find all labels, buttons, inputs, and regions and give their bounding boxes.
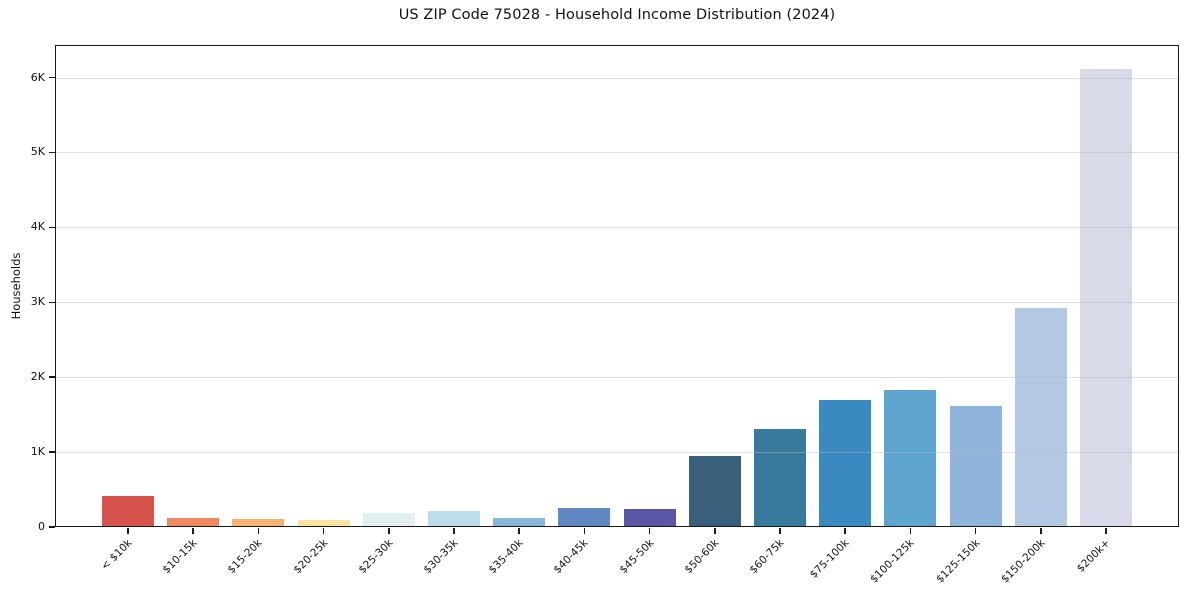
- gridline-4000: [55, 227, 1179, 229]
- y-axis-label: Households: [9, 252, 23, 320]
- y-tick-3K: [48, 301, 55, 304]
- x-tick-$100-125k: [909, 528, 912, 534]
- bar-$35-40k: [493, 518, 546, 527]
- x-tick-$15-20k: [257, 528, 260, 534]
- x-tick-$60-75k: [779, 528, 781, 534]
- bar-$20-25k: [297, 519, 350, 527]
- gridline-5000: [55, 152, 1179, 154]
- gridline-2000: [55, 377, 1179, 379]
- y-tick-label-1K: 1K: [30, 445, 45, 459]
- y-tick-label-5K: 5K: [30, 145, 45, 159]
- x-tick-$75-100k: [844, 528, 846, 534]
- x-tick-< $10k: [127, 528, 129, 534]
- bar-< $10k: [102, 496, 154, 527]
- y-tick-label-4K: 4K: [30, 220, 45, 234]
- x-tick-label-< $10k: < $10k: [98, 537, 135, 573]
- y-tick-label-6K: 6K: [30, 70, 45, 84]
- chart-title: US ZIP Code 75028 - Household Income Dis…: [398, 7, 836, 23]
- bar-$200k+: [1080, 68, 1132, 527]
- x-tick-$10-15k: [192, 528, 194, 534]
- gridline-6000: [55, 77, 1179, 79]
- y-tick-label-2K: 2K: [30, 370, 45, 384]
- y-tick-label-0: 0: [38, 520, 45, 533]
- y-tick-6K: [48, 76, 55, 79]
- x-tick-$25-30k: [388, 528, 390, 534]
- x-tick-$200k+: [1105, 528, 1107, 534]
- gridline-3000: [55, 302, 1179, 304]
- gridline-1000: [55, 452, 1179, 454]
- y-tick-2K: [48, 376, 55, 378]
- bar-$30-35k: [428, 511, 480, 527]
- bar-$40-45k: [558, 507, 611, 527]
- bar-$15-20k: [232, 519, 285, 527]
- bar-$50-60k: [688, 455, 741, 527]
- y-tick-1K: [48, 451, 55, 453]
- bar-$25-30k: [362, 513, 415, 527]
- bar-$45-50k: [623, 509, 676, 527]
- bar-$100-125k: [884, 389, 937, 527]
- y-tick-label-3K: 3K: [30, 295, 45, 309]
- y-tick-0: [48, 526, 55, 528]
- y-tick-4K: [48, 226, 55, 229]
- plot-area: [55, 45, 1179, 527]
- x-tick-$30-35k: [453, 528, 455, 534]
- x-tick-$125-150k: [974, 528, 977, 534]
- x-tick-$20-25k: [322, 528, 325, 534]
- bar-$150-200k: [1014, 308, 1067, 527]
- bar-$60-75k: [754, 428, 806, 527]
- x-tick-$40-45k: [583, 528, 586, 534]
- x-tick-$50-60k: [714, 528, 716, 534]
- bar-$125-150k: [949, 405, 1002, 527]
- x-tick-$45-50k: [648, 528, 651, 534]
- x-tick-$150-200k: [1040, 528, 1042, 534]
- bar-$75-100k: [819, 400, 872, 527]
- x-tick-$35-40k: [518, 528, 520, 534]
- bar-$10-15k: [167, 518, 220, 527]
- y-tick-5K: [48, 151, 55, 154]
